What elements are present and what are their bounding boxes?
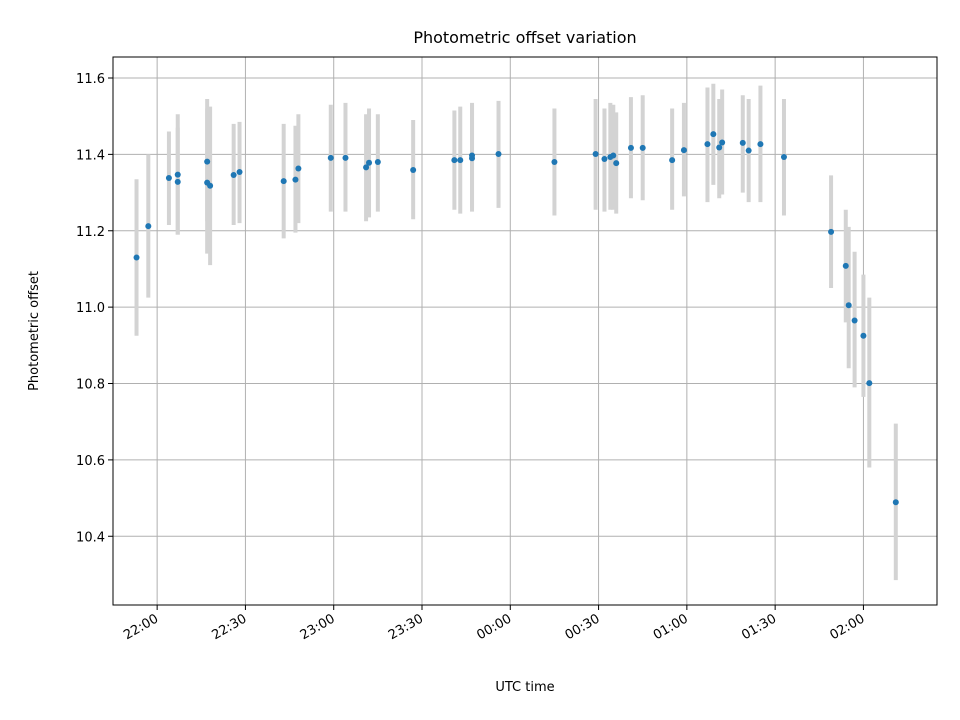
- data-point: [451, 157, 458, 164]
- data-point: [327, 154, 334, 161]
- data-point: [230, 172, 237, 179]
- y-tick-label: 10.8: [76, 378, 105, 393]
- data-point: [680, 147, 687, 154]
- y-tick-label: 10.4: [76, 530, 105, 545]
- x-tick-label: 00:00: [474, 611, 514, 643]
- x-axis-ticks: 22:00 22:30 23:00 23:30 00:00 00:30 01:00 01:30…: [121, 605, 867, 643]
- data-point: [739, 139, 746, 146]
- plot-frame: [112, 56, 938, 606]
- x-tick-label: 00:30: [563, 611, 603, 643]
- y-tick-label: 11.2: [76, 225, 105, 240]
- data-point: [842, 262, 849, 269]
- x-tick-label: 22:00: [121, 611, 161, 643]
- data-point: [828, 228, 835, 235]
- data-point: [469, 152, 476, 159]
- x-tick-label: 23:00: [298, 611, 338, 643]
- y-tick-label: 11.4: [76, 148, 105, 163]
- data-point: [745, 147, 752, 154]
- data-point: [892, 499, 899, 506]
- data-point: [133, 254, 140, 261]
- data-point: [174, 171, 181, 178]
- data-point: [845, 302, 852, 309]
- data-point: [610, 152, 617, 159]
- x-tick-label: 01:00: [651, 611, 691, 643]
- data-point: [236, 168, 243, 175]
- x-tick-label: 23:30: [386, 611, 426, 643]
- data-point: [207, 182, 214, 189]
- data-point: [342, 154, 349, 161]
- data-point: [551, 159, 558, 166]
- data-point: [639, 144, 646, 151]
- data-point: [860, 332, 867, 339]
- data-point: [145, 223, 152, 230]
- x-tick-label: 02:00: [827, 611, 867, 643]
- data-point: [174, 178, 181, 185]
- data-point: [601, 155, 608, 162]
- x-tick-label: 22:30: [209, 611, 249, 643]
- data-point: [410, 167, 417, 174]
- data-point: [719, 139, 726, 146]
- x-tick-label: 01:30: [739, 611, 779, 643]
- data-point: [710, 131, 717, 138]
- data-point: [292, 176, 299, 183]
- data-point: [495, 150, 502, 157]
- data-point: [363, 164, 370, 171]
- y-tick-label: 11.0: [76, 301, 105, 316]
- data-point: [592, 150, 599, 157]
- data-point: [627, 144, 634, 151]
- data-point: [716, 144, 723, 151]
- data-point: [457, 157, 464, 164]
- chart-title: Photometric offset variation: [413, 28, 636, 47]
- data-point: [613, 160, 620, 167]
- x-axis-label: UTC time: [495, 680, 554, 695]
- data-point: [165, 175, 172, 182]
- y-tick-label: 10.6: [76, 454, 105, 469]
- data-point: [780, 154, 787, 161]
- y-axis-label: Photometric offset: [27, 271, 42, 391]
- data-point: [366, 159, 373, 166]
- data-point: [280, 178, 287, 185]
- grid-lines: [113, 57, 937, 605]
- data-point: [374, 159, 381, 166]
- y-axis-ticks: 10.4 10.6 10.8 11.0 11.2 11.4 11.6: [76, 72, 113, 545]
- data-point: [704, 141, 711, 148]
- data-point: [757, 141, 764, 148]
- data-point: [851, 317, 858, 324]
- data-point: [866, 380, 873, 387]
- data-point: [295, 165, 302, 172]
- data-point: [669, 157, 676, 164]
- y-tick-label: 11.6: [76, 72, 105, 87]
- data-point: [204, 158, 211, 165]
- data-points: [133, 131, 899, 506]
